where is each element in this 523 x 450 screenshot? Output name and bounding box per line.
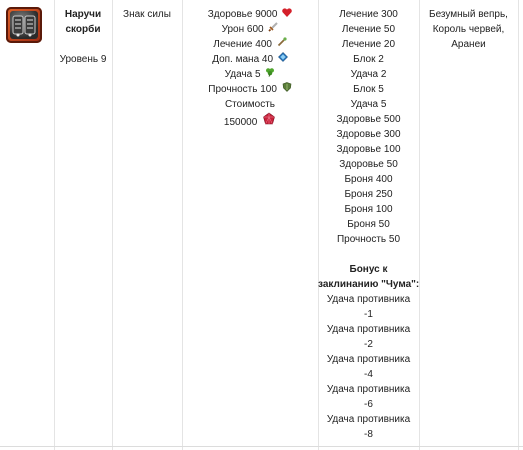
- bonus-line: Здоровье 300: [336, 129, 401, 140]
- bonus-line: Здоровье 50: [339, 159, 398, 170]
- bonus-line: Удача 5: [350, 99, 387, 110]
- bonus-line: Лечение 20: [341, 39, 396, 50]
- stat-line: Удача 5: [182, 67, 318, 82]
- bonus-line: Броня 400: [344, 174, 393, 185]
- column-divider: [419, 0, 420, 450]
- stat-text: Урон 600: [221, 24, 264, 36]
- drop-source-line: Король червей,: [432, 24, 505, 35]
- stat-text: Прочность 100: [208, 84, 277, 96]
- bracers-item-icon[interactable]: [6, 7, 42, 43]
- column-divider: [182, 0, 183, 450]
- item-bonuses-cell: Лечение 300 Лечение 50 Лечение 20 Блок 2…: [318, 0, 419, 450]
- item-name-line: скорби: [65, 24, 101, 35]
- stat-line: Здоровье 9000: [182, 7, 318, 22]
- row-divider: [0, 446, 523, 447]
- cost-value: 150000: [223, 117, 258, 129]
- spell-bonus-label: Удача противника: [326, 324, 411, 335]
- column-divider: [112, 0, 113, 450]
- spell-bonus-value: -4: [364, 369, 373, 380]
- item-icon-cell: [0, 0, 54, 450]
- stat-text: Доп. мана 40: [212, 54, 274, 66]
- drop-source-line: Безумный вепрь,: [429, 9, 508, 20]
- item-name-cell: Наручи скорби Уровень 9: [54, 0, 112, 450]
- shield-icon: [282, 82, 292, 97]
- cost-label: Стоимость: [224, 99, 276, 110]
- bonus-line: Блок 2: [353, 54, 384, 65]
- sword-icon: [268, 22, 279, 37]
- wand-icon: [277, 37, 287, 52]
- spell-bonus-label: Удача противника: [326, 354, 411, 365]
- item-stats-cell: Здоровье 9000 Урон 600 Лечение 400 Доп. …: [182, 0, 318, 450]
- stat-line: Прочность 100: [182, 82, 318, 97]
- drop-source-line: Аранеи: [451, 39, 486, 50]
- bonus-line: Блок 5: [353, 84, 384, 95]
- stat-text: Лечение 400: [213, 39, 272, 51]
- spell-bonus-label: Удача противника: [326, 384, 411, 395]
- column-divider: [518, 0, 519, 450]
- spell-bonus-value: -2: [364, 339, 373, 350]
- bonus-line: Лечение 300: [339, 9, 398, 20]
- bonus-line: Лечение 50: [341, 24, 396, 35]
- bonus-line: Здоровье 500: [336, 114, 401, 125]
- column-divider: [318, 0, 319, 450]
- item-type-cell: Знак силы: [112, 0, 182, 450]
- spell-bonus-value: -8: [364, 429, 373, 440]
- stat-line: Лечение 400: [182, 37, 318, 52]
- bonus-line: Прочность 50: [336, 234, 401, 245]
- spell-bonus-value: -6: [364, 399, 373, 410]
- stat-line: Доп. мана 40: [182, 52, 318, 67]
- bonus-line: Броня 250: [344, 189, 393, 200]
- ruby-icon: [262, 112, 276, 133]
- item-type: Знак силы: [123, 9, 171, 20]
- item-name-line: Наручи: [64, 9, 102, 20]
- bonus-line: Броня 50: [347, 219, 390, 230]
- cost-line: 150000: [182, 112, 318, 130]
- mana-crystal-icon: [277, 52, 288, 67]
- bonus-line: Здоровье 100: [336, 144, 401, 155]
- spell-bonus-value: -1: [364, 309, 373, 320]
- heart-icon: [282, 7, 292, 22]
- stat-text: Здоровье 9000: [207, 9, 278, 21]
- spell-bonus-label: Удача противника: [326, 294, 411, 305]
- spell-bonus-title: Бонус к: [349, 264, 388, 275]
- clover-icon: [265, 67, 275, 82]
- bonus-line: Броня 100: [344, 204, 393, 215]
- item-level: Уровень 9: [59, 54, 107, 65]
- spell-bonus-label: Удача противника: [326, 414, 411, 425]
- stat-line: Урон 600: [182, 22, 318, 37]
- bonus-line: Удача 2: [350, 69, 387, 80]
- spell-bonus-title: заклинанию "Чума":: [318, 279, 420, 290]
- stat-text: Удача 5: [224, 69, 261, 81]
- column-divider: [54, 0, 55, 450]
- item-drops-cell: Безумный вепрь, Король червей, Аранеи: [419, 0, 518, 450]
